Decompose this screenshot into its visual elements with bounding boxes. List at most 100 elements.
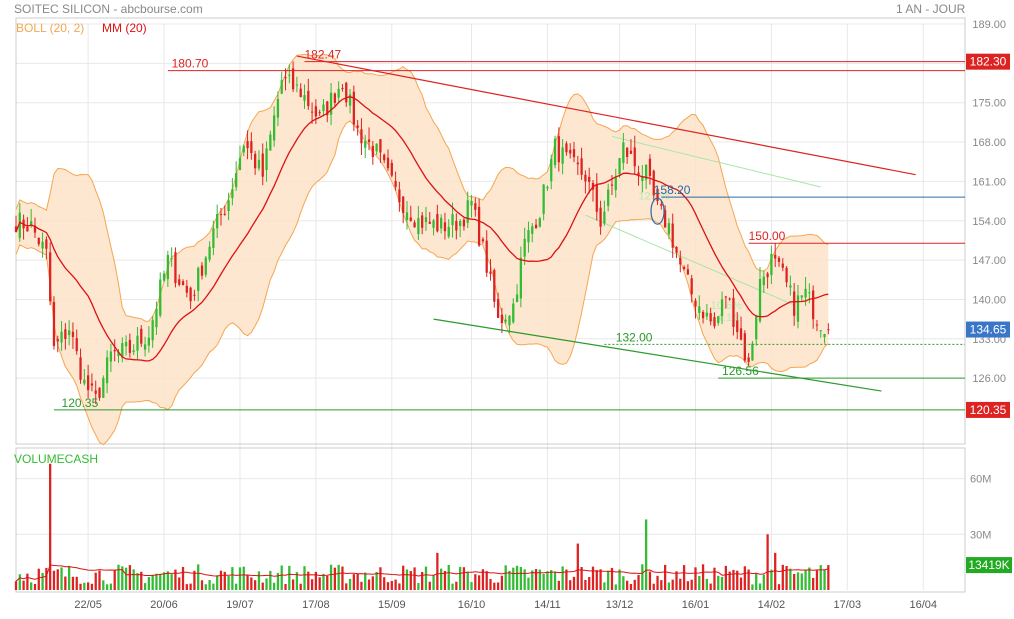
volume-bar <box>166 571 169 590</box>
volume-bar <box>272 582 276 590</box>
bollinger-lower-band <box>15 120 829 446</box>
volume-bar <box>140 571 143 590</box>
candle-body <box>75 338 78 352</box>
candle-body <box>477 206 481 246</box>
candle-body <box>766 273 769 278</box>
horizontal-level-label: 132.00 <box>616 330 653 344</box>
volume-bar <box>489 579 492 590</box>
volume-bar <box>303 566 306 590</box>
volume-bar <box>151 574 154 590</box>
candle-body <box>648 158 652 176</box>
volume-bar <box>504 565 507 590</box>
volume-bar <box>728 571 731 590</box>
volume-panel-frame <box>15 447 966 593</box>
candle-body <box>614 177 617 191</box>
price-axis-label: 147.00 <box>972 255 1006 267</box>
candle-body <box>345 82 348 103</box>
volume-bar <box>720 576 724 590</box>
candle-body <box>561 147 564 164</box>
candle-body <box>402 196 405 214</box>
candle-body <box>762 276 765 286</box>
volume-bar <box>394 579 397 590</box>
volume-bar <box>295 572 299 590</box>
volume-bar <box>466 571 469 590</box>
candle-body <box>572 149 576 158</box>
candle-body <box>189 287 192 302</box>
price-axis-label: 154.00 <box>972 216 1006 228</box>
candle-body <box>774 254 777 259</box>
candle-body <box>819 330 822 332</box>
candle-body <box>713 317 716 327</box>
candle-body <box>743 333 746 361</box>
candle-body <box>375 143 378 152</box>
candle-body <box>49 252 52 302</box>
volume-bar <box>109 583 113 590</box>
volume-bar <box>626 580 629 590</box>
time-axis-label: 19/07 <box>226 599 254 611</box>
volume-bar <box>629 584 633 590</box>
candle-body <box>690 278 693 295</box>
candle-body <box>231 189 234 199</box>
candle-body <box>56 338 59 342</box>
volume-bar <box>246 575 249 590</box>
volume-bar <box>238 567 242 590</box>
candle-body <box>383 154 386 161</box>
candle-body <box>796 295 800 322</box>
candle-body <box>546 186 549 189</box>
candle-body <box>79 357 82 380</box>
volume-bar <box>136 573 139 590</box>
volume-bar <box>261 582 264 590</box>
volume-bar <box>527 577 530 590</box>
candle-body <box>413 222 416 228</box>
candle-body <box>371 145 374 157</box>
volume-bar <box>307 571 310 590</box>
candle-body <box>235 173 238 188</box>
volume-bar <box>185 584 188 590</box>
candle-body <box>827 329 830 331</box>
candle-body <box>527 229 530 243</box>
volume-bar <box>105 584 109 590</box>
candle-body <box>303 95 306 101</box>
candle-body <box>291 68 295 90</box>
candle-body <box>739 328 743 340</box>
volume-bar <box>227 576 230 590</box>
ma-label: MM (20) <box>102 21 147 35</box>
candle-body <box>489 271 492 274</box>
volume-bar <box>546 571 549 590</box>
volume-bar <box>698 576 701 590</box>
candle-body <box>728 298 731 300</box>
volume-bar <box>660 580 663 590</box>
candle-body <box>341 87 344 89</box>
price-badge <box>966 53 1010 70</box>
volume-bar <box>591 566 595 590</box>
volume-bar <box>52 570 56 590</box>
price-badge-label: 182.30 <box>970 55 1007 69</box>
volume-bar <box>739 577 743 590</box>
candle-body <box>584 174 587 182</box>
candle-body <box>356 125 359 128</box>
volume-bar <box>26 573 29 590</box>
volume-bar <box>481 569 485 590</box>
candle-body <box>736 320 739 333</box>
volume-bar <box>538 569 541 590</box>
candle-body <box>565 143 568 153</box>
candle-body <box>793 291 796 316</box>
volume-bar <box>33 583 37 590</box>
volume-bar <box>770 569 773 590</box>
volume-bar <box>276 572 280 590</box>
volume-bar <box>265 578 268 590</box>
volume-bar <box>128 565 132 590</box>
candle-body <box>322 104 325 112</box>
volume-bar <box>796 572 800 590</box>
volume-bar <box>705 578 709 590</box>
volume-group <box>14 463 830 590</box>
candle-body <box>386 157 390 169</box>
candle-body <box>208 246 211 260</box>
candle-body <box>557 136 560 163</box>
candle-body <box>102 377 105 398</box>
volume-bar <box>557 580 560 590</box>
candle-body <box>128 339 132 353</box>
volume-bar <box>751 584 754 590</box>
volume-bar <box>515 565 519 590</box>
volume-bar <box>656 575 659 590</box>
